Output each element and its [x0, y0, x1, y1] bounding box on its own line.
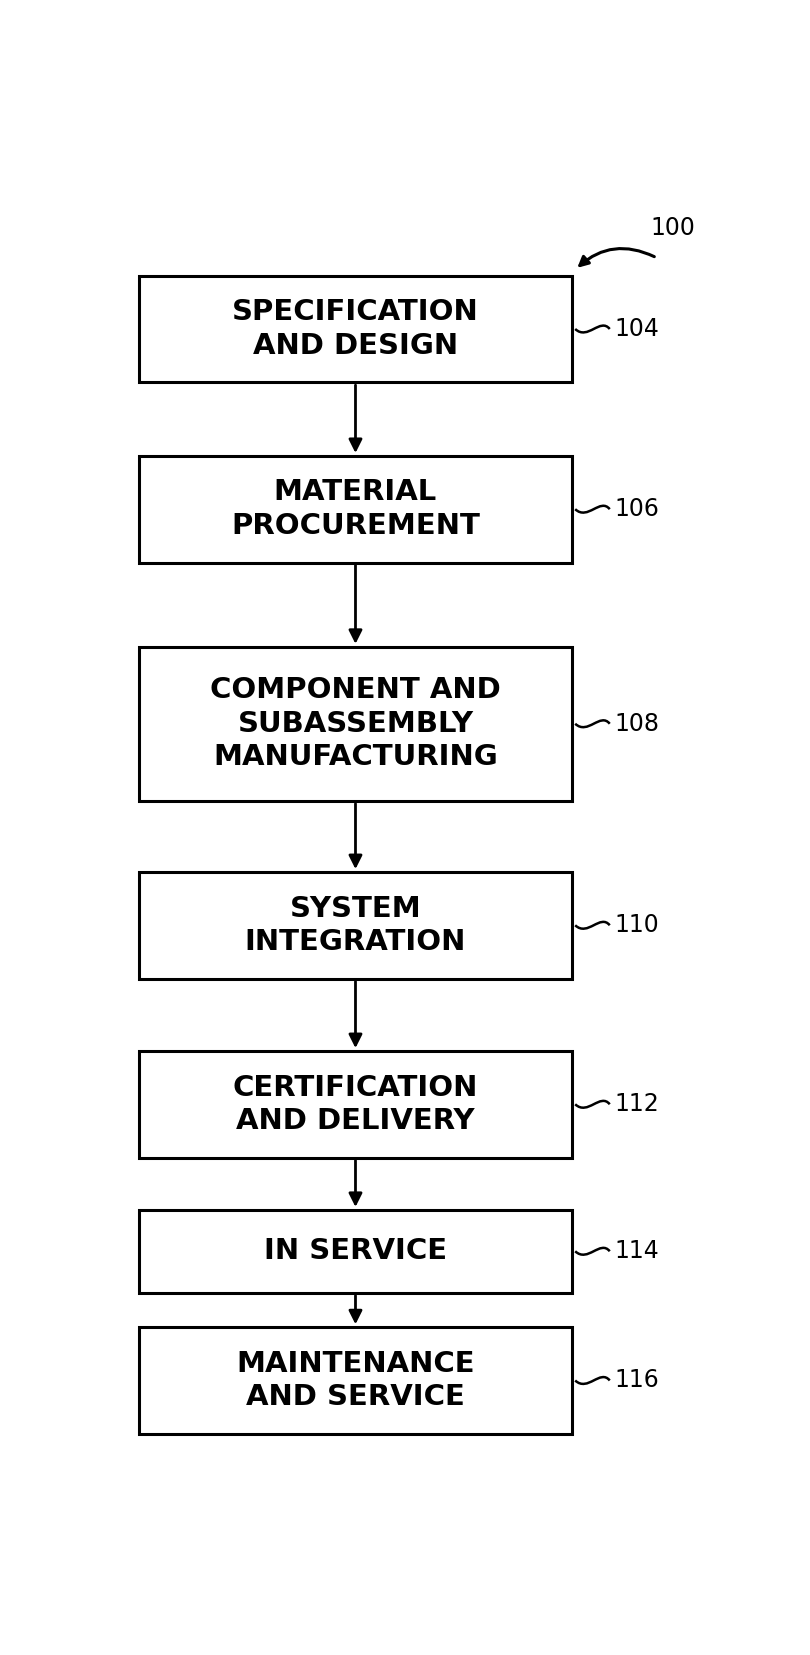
FancyBboxPatch shape: [139, 455, 572, 563]
FancyBboxPatch shape: [139, 872, 572, 978]
Text: 112: 112: [615, 1092, 659, 1115]
Text: CERTIFICATION
AND DELIVERY: CERTIFICATION AND DELIVERY: [232, 1074, 478, 1135]
Text: SPECIFICATION
AND DESIGN: SPECIFICATION AND DESIGN: [232, 298, 479, 359]
Text: MATERIAL
PROCUREMENT: MATERIAL PROCUREMENT: [231, 478, 480, 540]
FancyBboxPatch shape: [139, 1051, 572, 1157]
Text: 100: 100: [650, 217, 695, 240]
Text: 114: 114: [615, 1240, 659, 1263]
Text: 106: 106: [615, 496, 659, 521]
Text: IN SERVICE: IN SERVICE: [264, 1238, 447, 1266]
Text: 110: 110: [615, 914, 659, 937]
Text: COMPONENT AND
SUBASSEMBLY
MANUFACTURING: COMPONENT AND SUBASSEMBLY MANUFACTURING: [210, 677, 501, 771]
FancyBboxPatch shape: [139, 276, 572, 382]
Text: MAINTENANCE
AND SERVICE: MAINTENANCE AND SERVICE: [237, 1350, 475, 1412]
Text: SYSTEM
INTEGRATION: SYSTEM INTEGRATION: [245, 894, 467, 957]
FancyBboxPatch shape: [139, 647, 572, 801]
Text: 116: 116: [615, 1369, 659, 1392]
FancyBboxPatch shape: [139, 1327, 572, 1433]
Text: 104: 104: [615, 318, 659, 341]
Text: 108: 108: [615, 712, 660, 736]
FancyBboxPatch shape: [139, 1210, 572, 1293]
